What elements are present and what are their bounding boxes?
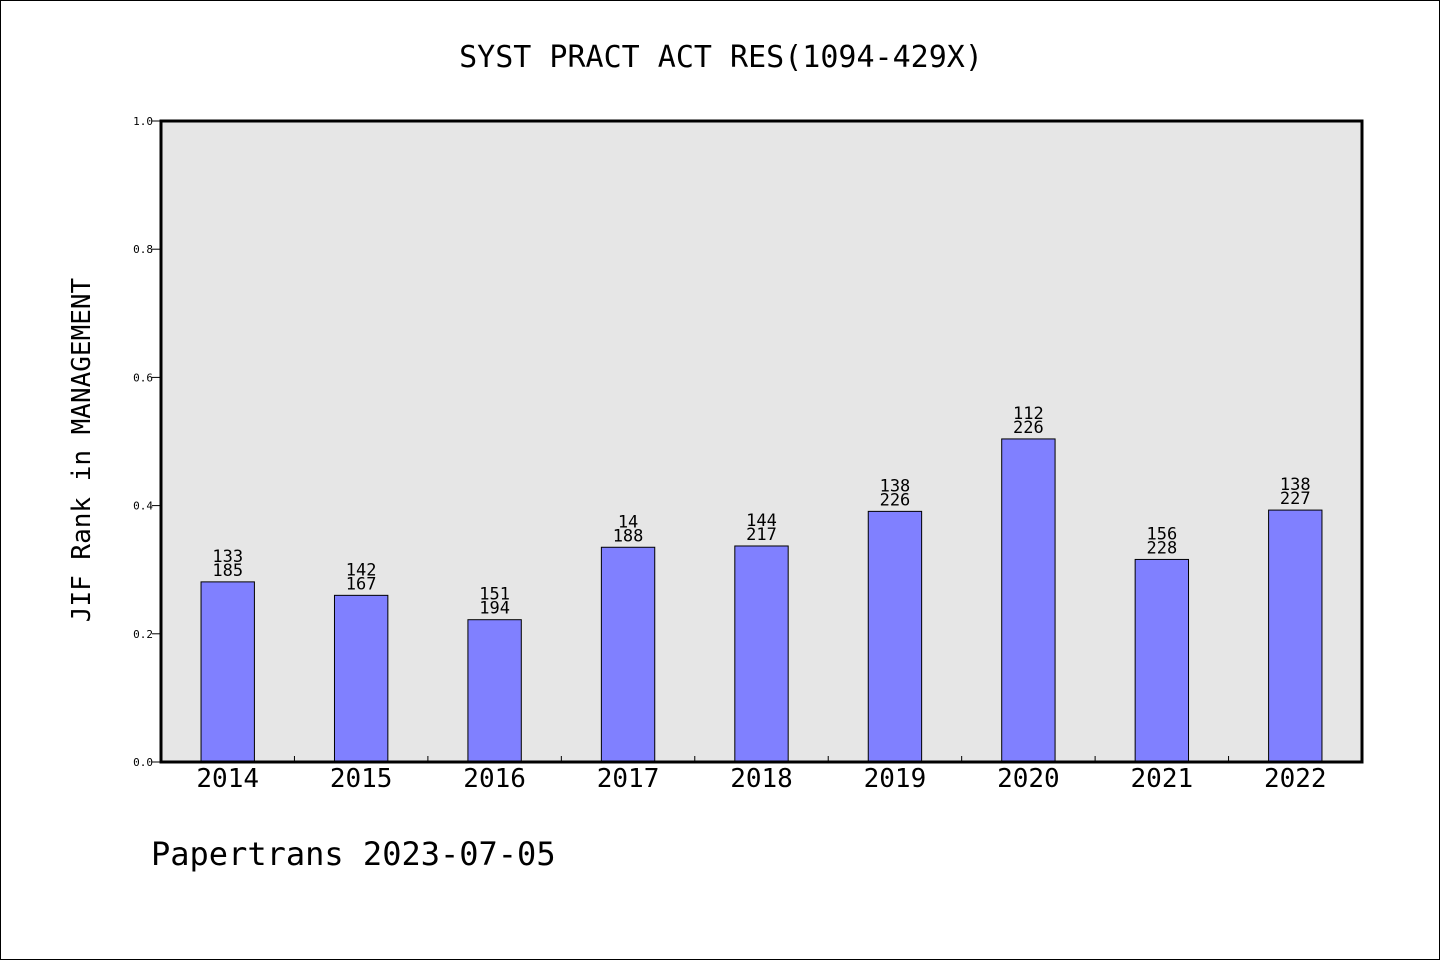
y-axis-ticks: 0.0 0.2 0.4 0.6 0.8 1.0	[133, 115, 161, 769]
bar-rank-label: 112	[1013, 404, 1044, 424]
y-tick-label: 0.0	[133, 756, 153, 769]
bar-total-label: 227	[1280, 489, 1311, 509]
footer-text: Papertrans 2023-07-05	[151, 835, 556, 873]
x-tick-label: 2019	[864, 764, 927, 794]
y-tick-label: 1.0	[133, 115, 153, 128]
bar-total-label: 188	[613, 526, 644, 546]
bar-total-label: 194	[479, 599, 510, 619]
bar-rank-label: 14	[618, 512, 638, 532]
chart-title: SYST PRACT ACT RES(1094-429X)	[459, 40, 983, 75]
bar-2021	[1134, 558, 1190, 763]
x-tick-label: 2020	[997, 764, 1060, 794]
x-tick-label: 2014	[196, 764, 259, 794]
bar-2015	[333, 594, 389, 763]
bar-total-label: 226	[880, 490, 911, 510]
bars	[200, 438, 1323, 763]
bar-total-label: 228	[1146, 538, 1177, 558]
bar-rank-label: 138	[1280, 475, 1311, 495]
bar-total-label: 167	[346, 574, 377, 594]
y-tick-label: 0.4	[133, 500, 153, 513]
bar-total-label: 226	[1013, 418, 1044, 438]
x-tick-label: 2017	[597, 764, 660, 794]
x-tick-label: 2018	[730, 764, 793, 794]
bar-rank-label: 144	[746, 511, 777, 531]
y-tick-label: 0.8	[133, 243, 153, 256]
bar-2016	[467, 619, 522, 763]
bar-2022	[1268, 509, 1323, 763]
bar-2019	[867, 510, 923, 763]
x-tick-label: 2022	[1264, 764, 1327, 794]
x-tick-label: 2021	[1131, 764, 1194, 794]
x-axis-ticks: 2014 2015 2016 2017 2018 2019 2020 2021 2022	[196, 756, 1327, 794]
bar-2020	[1001, 438, 1056, 763]
bar-rank-label: 156	[1146, 524, 1177, 544]
x-tick-label: 2015	[330, 764, 393, 794]
bar-2014	[200, 581, 255, 763]
bar-total-label: 185	[212, 561, 243, 581]
y-axis-label: JIF Rank in MANAGEMENT	[67, 277, 97, 622]
y-tick-label: 0.6	[133, 371, 153, 384]
bar-rank-label: 142	[346, 560, 377, 580]
bar-rank-label: 151	[479, 585, 510, 605]
bar-rank-label: 138	[880, 476, 911, 496]
x-tick-label: 2016	[463, 764, 526, 794]
y-tick-label: 0.2	[133, 628, 153, 641]
plot-border	[159, 119, 1364, 764]
bar-2018	[734, 545, 789, 763]
bar-rank-label: 133	[212, 547, 243, 567]
bar-total-label: 217	[746, 525, 777, 545]
bar-2017	[600, 546, 656, 763]
